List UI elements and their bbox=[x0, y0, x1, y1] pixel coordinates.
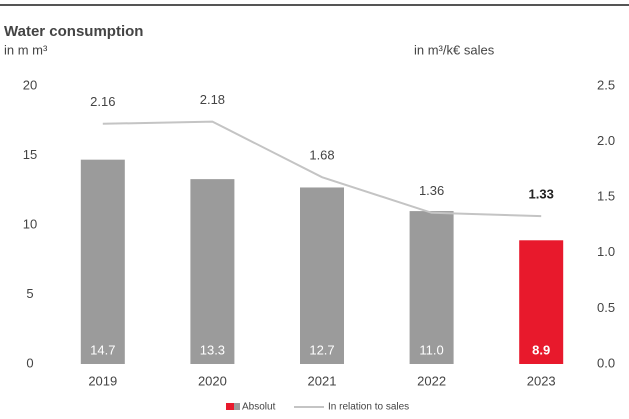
y-axis-label: in m m³ bbox=[4, 42, 48, 57]
legend-swatch bbox=[234, 403, 240, 410]
bar bbox=[80, 159, 125, 364]
x-tick-label: 2021 bbox=[308, 373, 337, 388]
bar-value-label: 14.7 bbox=[90, 342, 115, 357]
x-tick-label: 2023 bbox=[527, 373, 556, 388]
x-tick-label: 2020 bbox=[198, 373, 227, 388]
y-tick-label: 5 bbox=[26, 286, 33, 301]
line-value-label: 1.68 bbox=[309, 148, 334, 163]
chart-title: Water consumption bbox=[4, 23, 143, 40]
y2-tick-label: 1.0 bbox=[597, 244, 615, 259]
legend-label: In relation to sales bbox=[328, 402, 409, 413]
bar-value-label: 13.3 bbox=[200, 342, 225, 357]
y-tick-label: 15 bbox=[23, 147, 37, 162]
line-value-label: 1.33 bbox=[529, 187, 554, 202]
bar bbox=[409, 211, 454, 364]
bar bbox=[519, 240, 564, 364]
line-value-label: 1.36 bbox=[419, 183, 444, 198]
legend-label: Absolut bbox=[242, 402, 276, 413]
legend-swatch bbox=[226, 403, 234, 410]
bar bbox=[190, 179, 235, 364]
y-tick-label: 20 bbox=[23, 77, 37, 92]
y2-tick-label: 2.5 bbox=[597, 77, 615, 92]
y2-axis-label: in m³/k€ sales bbox=[414, 42, 495, 57]
bar-value-label: 11.0 bbox=[419, 342, 443, 357]
y2-tick-label: 0.5 bbox=[597, 300, 615, 315]
line-value-label: 2.16 bbox=[90, 94, 115, 109]
y-tick-label: 0 bbox=[26, 355, 33, 370]
line bbox=[102, 120, 542, 218]
bar-value-label: 12.7 bbox=[309, 342, 334, 357]
y2-tick-label: 2.0 bbox=[597, 133, 615, 148]
y-tick-label: 10 bbox=[23, 216, 37, 231]
y2-tick-label: 0.0 bbox=[597, 355, 615, 370]
y2-tick-label: 1.5 bbox=[597, 189, 615, 204]
line-value-label: 2.18 bbox=[200, 92, 225, 107]
x-tick-label: 2022 bbox=[417, 373, 446, 388]
x-tick-label: 2019 bbox=[88, 373, 117, 388]
bar-value-label: 8.9 bbox=[532, 342, 550, 357]
bar bbox=[300, 187, 344, 364]
